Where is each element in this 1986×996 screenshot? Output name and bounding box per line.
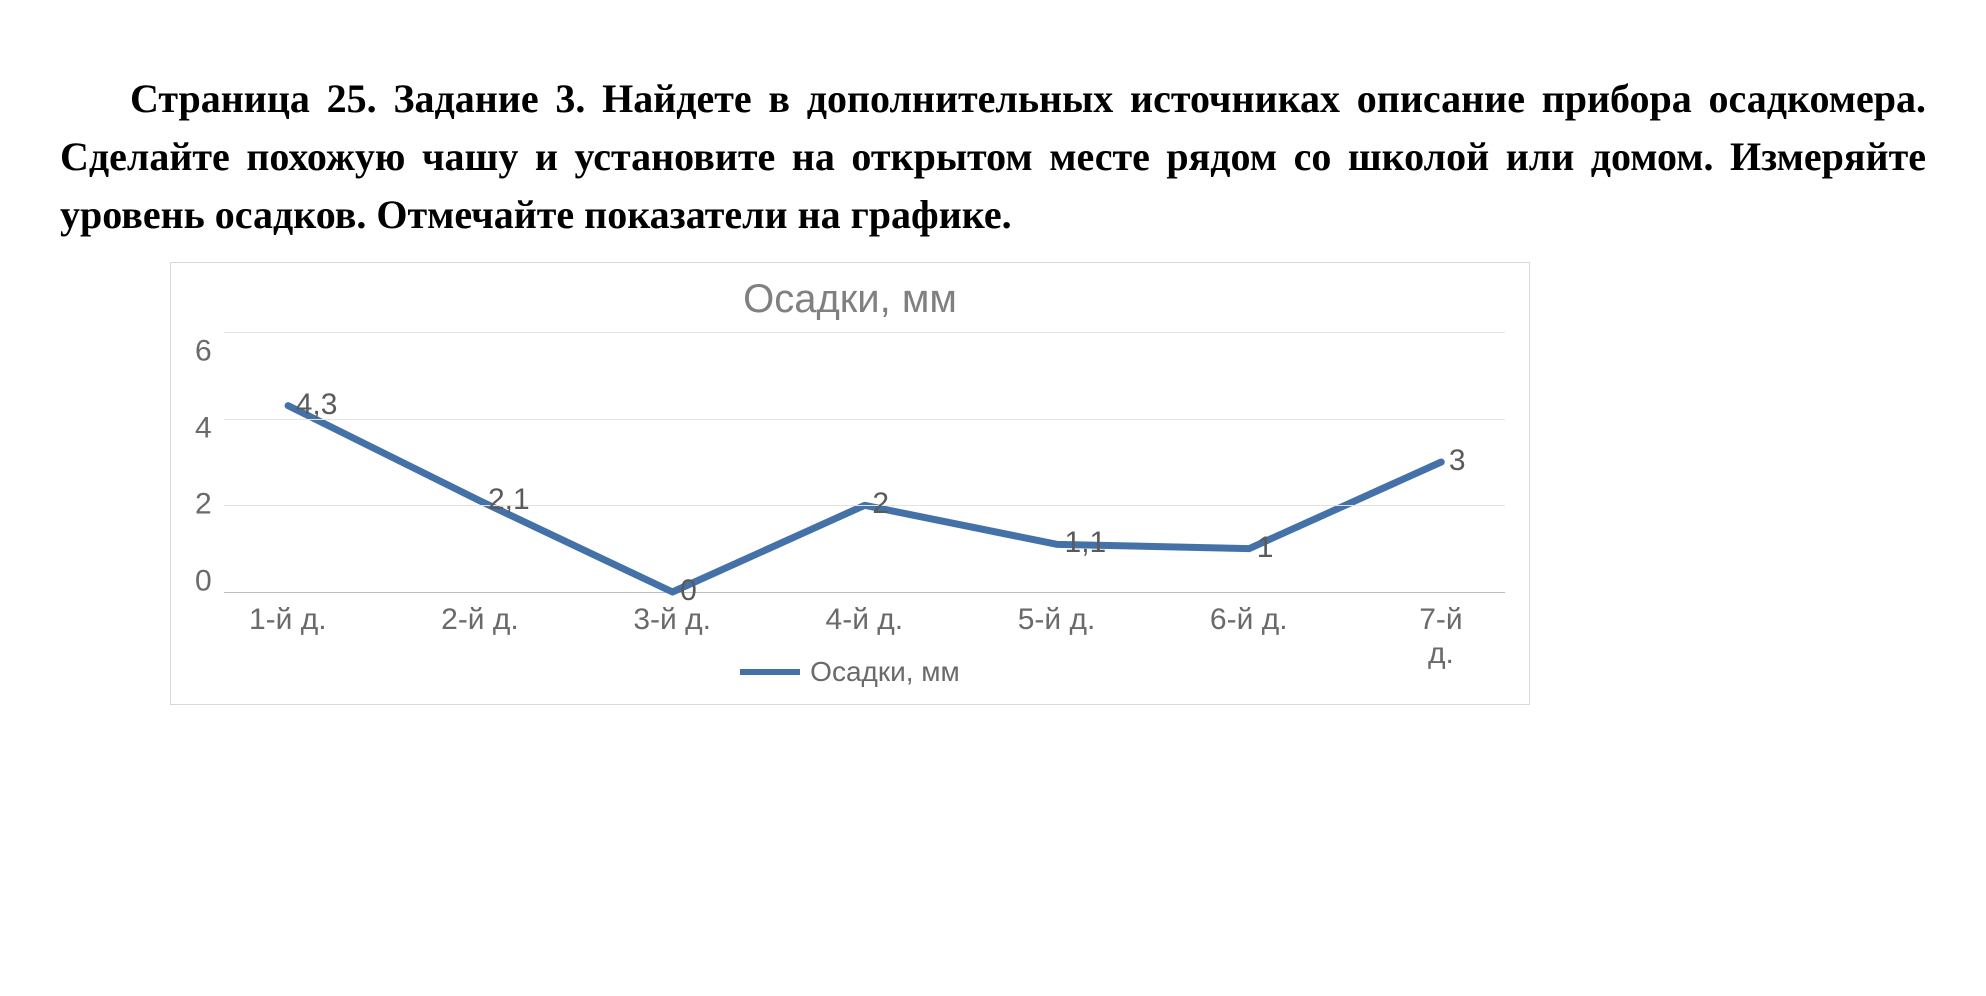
task-heading: Страница 25. Задание 3. Найдете в дополн… bbox=[60, 70, 1926, 244]
series-line bbox=[224, 332, 1505, 592]
precipitation-chart: Осадки, мм 6420 4,32,1021,113 1-й д.2-й … bbox=[170, 262, 1530, 705]
data-label: 1 bbox=[1257, 531, 1274, 565]
x-tick-label: 2-й д. bbox=[441, 603, 519, 637]
plot-area: 4,32,1021,113 bbox=[224, 332, 1505, 593]
gridline bbox=[224, 419, 1505, 420]
y-axis: 6420 bbox=[195, 332, 224, 592]
x-tick-label: 4-й д. bbox=[826, 603, 904, 637]
data-label: 3 bbox=[1449, 444, 1466, 478]
x-tick-label: 5-й д. bbox=[1018, 603, 1096, 637]
chart-title: Осадки, мм bbox=[195, 277, 1505, 322]
y-tick-label: 6 bbox=[195, 337, 212, 367]
y-tick-label: 2 bbox=[195, 490, 212, 520]
x-tick-label: 6-й д. bbox=[1210, 603, 1288, 637]
x-tick-label: 7-й д. bbox=[1409, 603, 1473, 671]
y-tick-label: 0 bbox=[195, 566, 212, 596]
legend-swatch bbox=[740, 669, 800, 675]
y-tick-label: 4 bbox=[195, 413, 212, 443]
data-label: 1,1 bbox=[1065, 526, 1107, 560]
page-root: Страница 25. Задание 3. Найдете в дополн… bbox=[0, 0, 1986, 745]
x-tick-label: 3-й д. bbox=[633, 603, 711, 637]
data-label: 4,3 bbox=[296, 388, 338, 422]
gridline bbox=[224, 332, 1505, 333]
data-label: 2,1 bbox=[488, 483, 530, 517]
chart-legend: Осадки, мм bbox=[195, 656, 1505, 688]
gridline bbox=[224, 505, 1505, 506]
plot-wrap: 6420 4,32,1021,113 1-й д.2-й д.3-й д.4-й… bbox=[195, 332, 1505, 642]
legend-label: Осадки, мм bbox=[810, 656, 960, 688]
x-axis: 1-й д.2-й д.3-й д.4-й д.5-й д.6-й д.7-й … bbox=[224, 603, 1505, 642]
x-tick-label: 1-й д. bbox=[249, 603, 327, 637]
data-label: 2 bbox=[872, 487, 889, 521]
